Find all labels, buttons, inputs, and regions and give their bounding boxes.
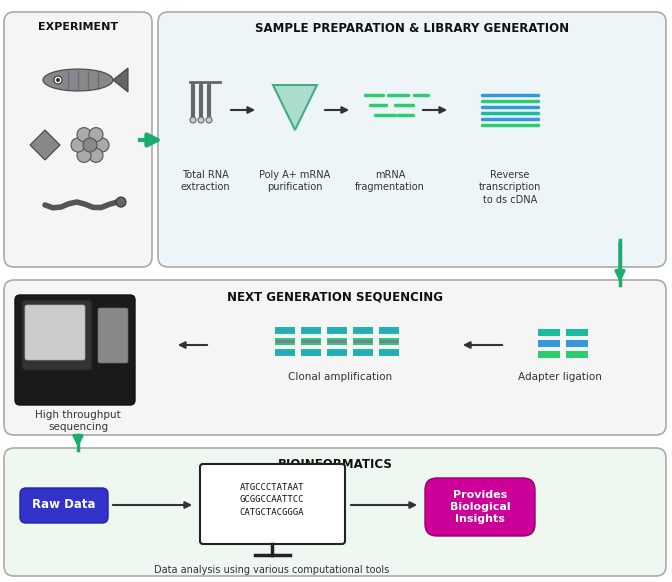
Bar xyxy=(302,351,320,354)
Bar xyxy=(327,327,347,334)
Text: High throughput
sequencing: High throughput sequencing xyxy=(35,410,121,432)
Bar xyxy=(302,340,320,343)
Bar xyxy=(380,351,398,354)
Bar xyxy=(538,351,560,358)
Bar xyxy=(276,351,294,354)
Circle shape xyxy=(83,138,97,152)
Text: Provides
Biological
Insights: Provides Biological Insights xyxy=(450,489,510,524)
Bar xyxy=(276,340,294,343)
FancyBboxPatch shape xyxy=(25,305,85,360)
Bar xyxy=(353,338,373,345)
Circle shape xyxy=(206,117,212,123)
Bar xyxy=(538,329,560,336)
Bar xyxy=(538,340,560,347)
FancyBboxPatch shape xyxy=(4,448,666,576)
FancyBboxPatch shape xyxy=(98,308,128,363)
Text: Data analysis using various computational tools: Data analysis using various computationa… xyxy=(155,565,390,575)
FancyBboxPatch shape xyxy=(425,478,535,536)
Bar xyxy=(301,327,321,334)
Bar xyxy=(275,327,295,334)
Text: Clonal amplification: Clonal amplification xyxy=(288,372,392,382)
Circle shape xyxy=(56,78,60,82)
Bar xyxy=(379,327,399,334)
Bar xyxy=(566,340,588,347)
Bar xyxy=(275,349,295,356)
Bar xyxy=(301,338,321,345)
Circle shape xyxy=(77,127,91,141)
FancyBboxPatch shape xyxy=(158,12,666,267)
Text: Total RNA
extraction: Total RNA extraction xyxy=(180,170,230,193)
Text: EXPERIMENT: EXPERIMENT xyxy=(38,22,118,32)
Bar xyxy=(328,340,346,343)
Text: Adapter ligation: Adapter ligation xyxy=(518,372,602,382)
Bar xyxy=(301,349,321,356)
Text: Poly A+ mRNA
purification: Poly A+ mRNA purification xyxy=(259,170,331,193)
Bar xyxy=(353,349,373,356)
Bar xyxy=(302,329,320,332)
Text: NEXT GENERATION SEQUENCING: NEXT GENERATION SEQUENCING xyxy=(227,290,443,303)
FancyBboxPatch shape xyxy=(15,295,135,405)
Bar xyxy=(566,329,588,336)
Bar xyxy=(328,329,346,332)
Circle shape xyxy=(190,117,196,123)
Text: ATGCCCTATAAT
GCGGCCAATTCC
CATGCTACGGGA: ATGCCCTATAAT GCGGCCAATTCC CATGCTACGGGA xyxy=(240,483,304,517)
Bar xyxy=(354,329,372,332)
Polygon shape xyxy=(113,68,128,92)
Bar xyxy=(354,351,372,354)
Bar xyxy=(379,338,399,345)
FancyBboxPatch shape xyxy=(4,280,666,435)
Bar xyxy=(327,338,347,345)
FancyBboxPatch shape xyxy=(20,488,108,523)
Circle shape xyxy=(116,197,126,207)
Circle shape xyxy=(89,127,103,141)
FancyBboxPatch shape xyxy=(200,464,345,544)
Bar xyxy=(353,327,373,334)
Bar xyxy=(354,340,372,343)
Bar xyxy=(328,351,346,354)
Text: Raw Data: Raw Data xyxy=(32,499,95,512)
Polygon shape xyxy=(273,85,317,130)
Bar xyxy=(327,349,347,356)
Bar xyxy=(566,351,588,358)
Bar xyxy=(276,329,294,332)
Circle shape xyxy=(89,148,103,162)
Ellipse shape xyxy=(43,69,113,91)
Text: BIOINFORMATICS: BIOINFORMATICS xyxy=(278,458,392,471)
Circle shape xyxy=(198,117,204,123)
Circle shape xyxy=(77,148,91,162)
Bar xyxy=(380,329,398,332)
FancyBboxPatch shape xyxy=(4,12,152,267)
Circle shape xyxy=(54,76,62,84)
Circle shape xyxy=(95,138,109,152)
Polygon shape xyxy=(30,130,60,160)
FancyBboxPatch shape xyxy=(22,300,92,370)
Bar xyxy=(380,340,398,343)
Text: SAMPLE PREPARATION & LIBRARY GENERATION: SAMPLE PREPARATION & LIBRARY GENERATION xyxy=(255,22,569,35)
Text: mRNA
fragmentation: mRNA fragmentation xyxy=(355,170,425,193)
Bar xyxy=(275,338,295,345)
Circle shape xyxy=(71,138,85,152)
Bar xyxy=(379,349,399,356)
Text: Reverse
transcription
to ds cDNA: Reverse transcription to ds cDNA xyxy=(479,170,541,205)
